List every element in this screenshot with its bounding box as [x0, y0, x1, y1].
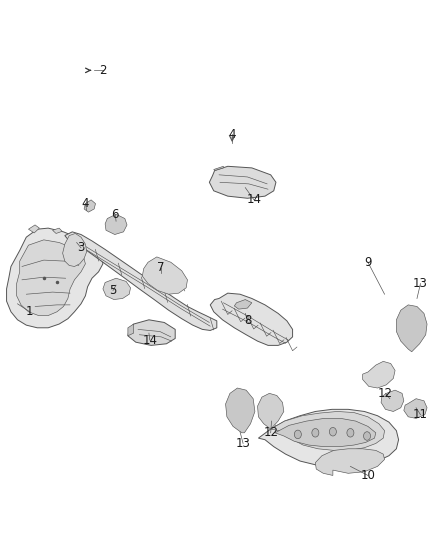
Polygon shape — [53, 228, 62, 233]
Text: 9: 9 — [364, 256, 372, 269]
Text: 12: 12 — [378, 387, 393, 400]
Polygon shape — [396, 305, 427, 352]
Text: 14: 14 — [142, 334, 157, 346]
Text: 5: 5 — [110, 284, 117, 297]
Polygon shape — [105, 214, 127, 235]
Polygon shape — [275, 418, 376, 447]
Text: 13: 13 — [413, 277, 428, 290]
Polygon shape — [381, 390, 404, 411]
Polygon shape — [7, 228, 103, 328]
Text: 4: 4 — [81, 197, 89, 210]
Circle shape — [329, 427, 336, 436]
Polygon shape — [128, 320, 175, 345]
Polygon shape — [226, 388, 255, 433]
Polygon shape — [142, 257, 187, 294]
Text: 13: 13 — [236, 437, 251, 450]
Polygon shape — [209, 166, 276, 198]
Polygon shape — [28, 225, 39, 233]
Polygon shape — [210, 293, 293, 345]
Polygon shape — [315, 449, 385, 475]
Polygon shape — [63, 233, 87, 266]
Text: 6: 6 — [111, 208, 119, 221]
Polygon shape — [258, 409, 399, 466]
Text: 8: 8 — [244, 314, 251, 327]
Circle shape — [312, 429, 319, 437]
Text: 3: 3 — [78, 241, 85, 254]
Circle shape — [364, 432, 371, 440]
Text: 1: 1 — [26, 305, 34, 318]
Polygon shape — [234, 300, 252, 309]
Polygon shape — [258, 393, 284, 429]
Polygon shape — [17, 240, 85, 316]
Text: 11: 11 — [413, 408, 428, 421]
Text: 4: 4 — [228, 128, 236, 141]
Text: 7: 7 — [157, 261, 165, 274]
Polygon shape — [271, 411, 385, 450]
Text: 10: 10 — [360, 469, 375, 482]
Polygon shape — [214, 166, 223, 171]
Polygon shape — [65, 232, 217, 330]
Circle shape — [347, 429, 354, 437]
Polygon shape — [84, 200, 95, 212]
Circle shape — [294, 430, 301, 439]
Polygon shape — [128, 324, 134, 336]
Text: 14: 14 — [247, 193, 261, 206]
Polygon shape — [363, 361, 395, 388]
Text: 2: 2 — [99, 64, 107, 77]
Polygon shape — [404, 399, 427, 418]
Text: 12: 12 — [263, 426, 278, 439]
Polygon shape — [103, 278, 131, 300]
